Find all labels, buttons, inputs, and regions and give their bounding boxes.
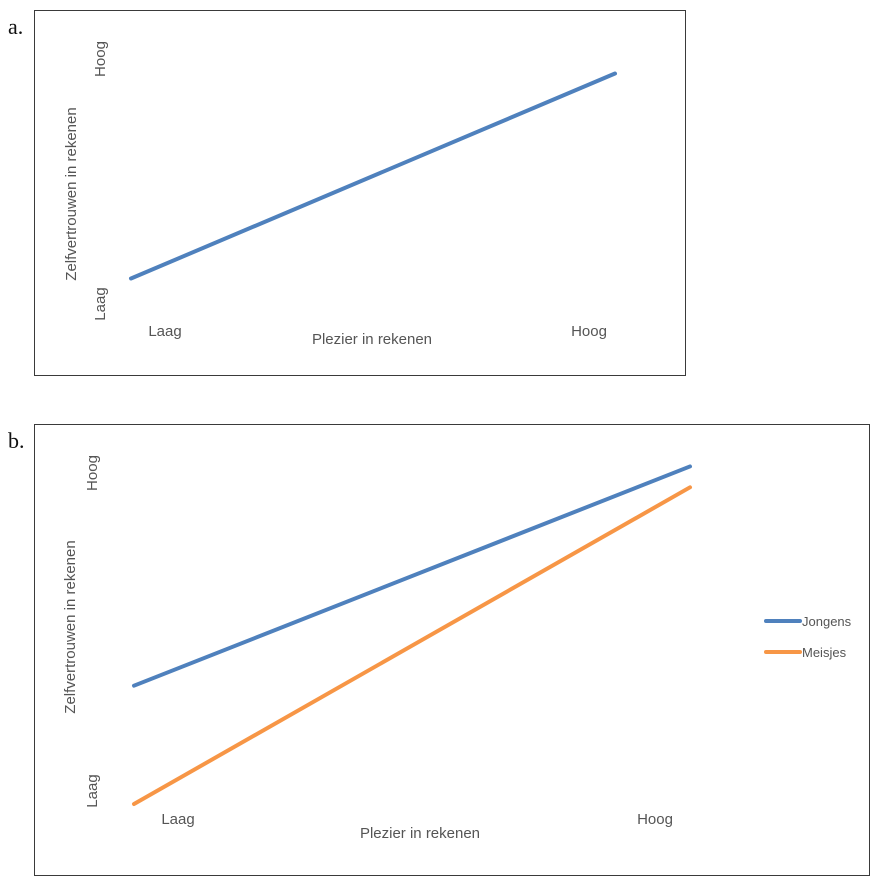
- y-axis-label: Zelfvertrouwen in rekenen: [63, 107, 80, 280]
- x-tick-label: Hoog: [571, 323, 607, 340]
- y-tick-label: Hoog: [84, 455, 101, 491]
- x-axis-label: Plezier in rekenen: [312, 331, 432, 348]
- chart-a: Laag Hoog Laag Hoog Plezier in rekenen Zelfve…: [63, 41, 617, 348]
- y-tick-label: Laag: [84, 774, 101, 807]
- y-tick-label: Hoog: [92, 41, 109, 77]
- legend-label-jongens: Jongens: [802, 614, 852, 629]
- y-tick-label: Laag: [92, 287, 109, 320]
- chart-a-frame: Laag Hoog Laag Hoog Plezier in rekenen Zelfve…: [34, 10, 686, 376]
- y-axis-label: Zelfvertrouwen in rekenen: [62, 540, 79, 713]
- series-line-0: [129, 71, 617, 281]
- x-axis-label: Plezier in rekenen: [360, 825, 480, 842]
- series-line-meisjes: [132, 485, 692, 806]
- legend-label-meisjes: Meisjes: [802, 645, 847, 660]
- panel-b-letter: b.: [8, 428, 25, 453]
- x-tick-label: Hoog: [637, 811, 673, 828]
- chart-b: Laag Hoog Laag Hoog Plezier in rekenen Zelfve…: [62, 455, 852, 842]
- x-tick-label: Laag: [148, 323, 181, 340]
- panel-a-letter: a.: [8, 14, 24, 39]
- series-line-jongens: [132, 464, 692, 688]
- x-tick-label: Laag: [161, 811, 194, 828]
- chart-b-frame: Laag Hoog Laag Hoog Plezier in rekenen Zelfve…: [34, 424, 870, 876]
